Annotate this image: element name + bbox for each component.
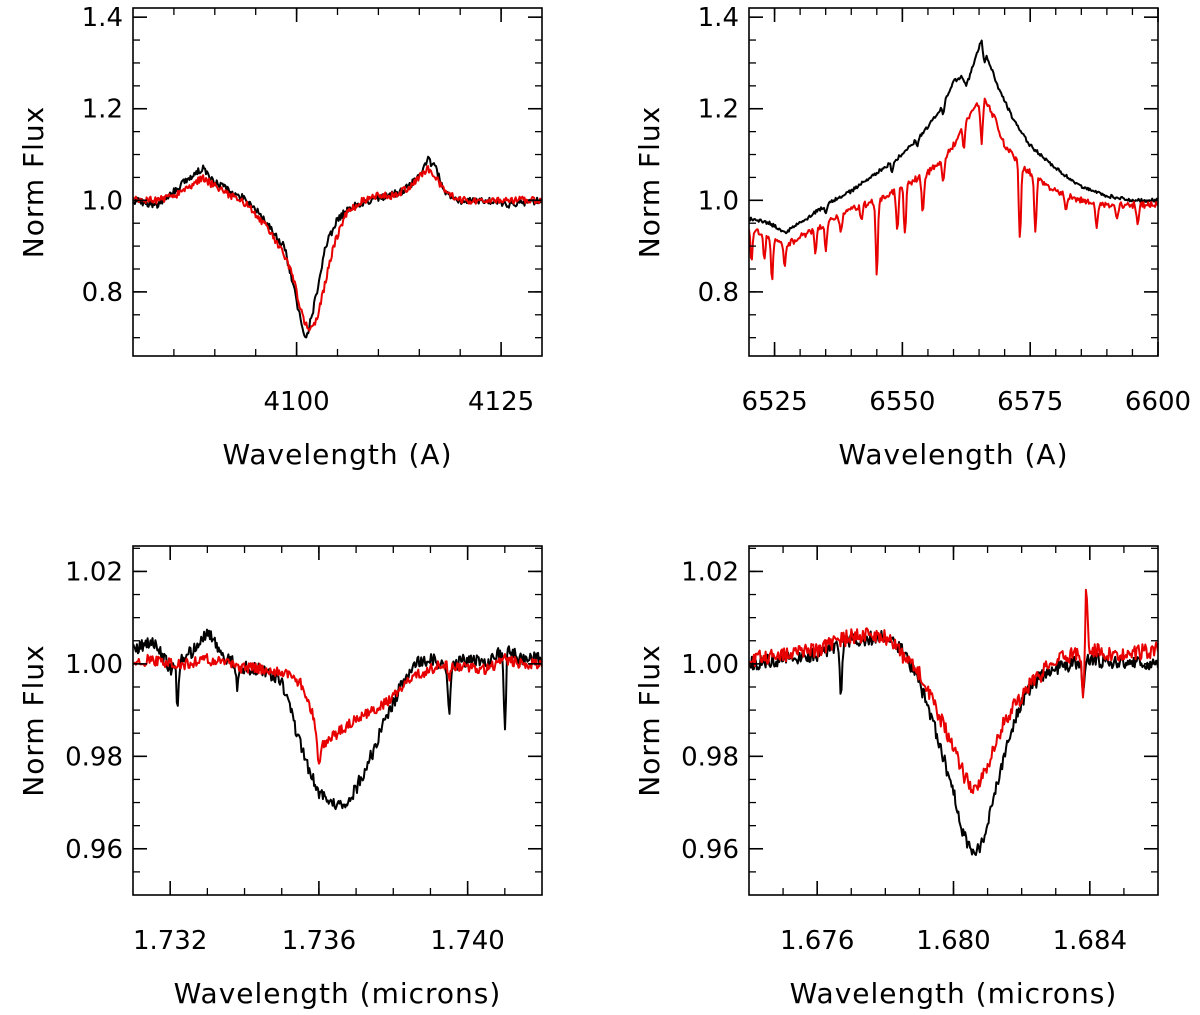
x-tick-label: 6600 — [1125, 387, 1191, 417]
y-tick-label: 1.4 — [82, 3, 123, 33]
x-tick-label: 1.680 — [916, 926, 990, 956]
x-tick-label: 4100 — [264, 387, 330, 417]
x-axis-title: Wavelength (microns) — [790, 977, 1118, 1010]
x-tick-label: 4125 — [468, 387, 534, 417]
series-red-line — [133, 165, 542, 332]
y-axis-title: Norm Flux — [633, 644, 666, 796]
y-axis-title: Norm Flux — [17, 644, 50, 796]
y-tick-label: 1.4 — [698, 3, 739, 33]
y-tick-label: 1.00 — [681, 650, 739, 680]
series-red-line — [749, 588, 1158, 795]
panel-top-left: 4100 4125 0.8 1.0 1.2 1.4 Wavelength (A) Norm F… — [17, 3, 543, 471]
y-tick-label: 0.98 — [65, 742, 123, 772]
y-tick-label: 1.02 — [681, 557, 739, 587]
series-black-line — [133, 628, 542, 811]
panel-top-right: 6525 6550 6575 6600 0.8 1.0 1.2 1.4 Wavelength (… — [633, 3, 1191, 471]
x-tick-label: 6525 — [741, 387, 807, 417]
y-axis-title: Norm Flux — [17, 106, 50, 258]
plot-frame — [748, 545, 1159, 896]
series-red-line — [133, 653, 542, 765]
x-axis-title: Wavelength (A) — [222, 438, 452, 471]
series-black-line — [749, 630, 1158, 857]
y-tick-label: 0.96 — [681, 835, 739, 865]
y-tick-label: 1.0 — [82, 186, 123, 216]
x-tick-label: 1.684 — [1053, 926, 1127, 956]
x-axis-title: Wavelength (A) — [838, 438, 1068, 471]
y-tick-label: 0.8 — [82, 278, 123, 308]
y-tick-label: 1.2 — [82, 95, 123, 125]
plot-frame — [132, 545, 543, 896]
x-tick-label: 1.736 — [282, 926, 356, 956]
panel-bottom-right: 1.676 1.680 1.684 0.96 0.98 1.00 1.02 Wavelengt… — [633, 545, 1159, 1010]
panel-bottom-left: 1.732 1.736 1.740 0.96 0.98 1.00 1.02 Wavelengt… — [17, 545, 543, 1010]
x-tick-label: 1.740 — [430, 926, 504, 956]
y-tick-label: 1.00 — [65, 650, 123, 680]
y-tick-label: 1.02 — [65, 557, 123, 587]
y-axis-title: Norm Flux — [633, 106, 666, 258]
series-black-line — [749, 39, 1158, 235]
x-axis-title: Wavelength (microns) — [174, 977, 502, 1010]
x-tick-label: 1.676 — [780, 926, 854, 956]
y-tick-label: 1.2 — [698, 95, 739, 125]
y-tick-label: 0.96 — [65, 835, 123, 865]
x-tick-label: 1.732 — [133, 926, 207, 956]
y-tick-label: 0.8 — [698, 278, 739, 308]
x-tick-label: 6550 — [869, 387, 935, 417]
x-tick-label: 6575 — [997, 387, 1063, 417]
series-red-line — [749, 97, 1158, 281]
y-tick-label: 1.0 — [698, 186, 739, 216]
plot-frame — [748, 7, 1159, 357]
y-tick-label: 0.98 — [681, 742, 739, 772]
